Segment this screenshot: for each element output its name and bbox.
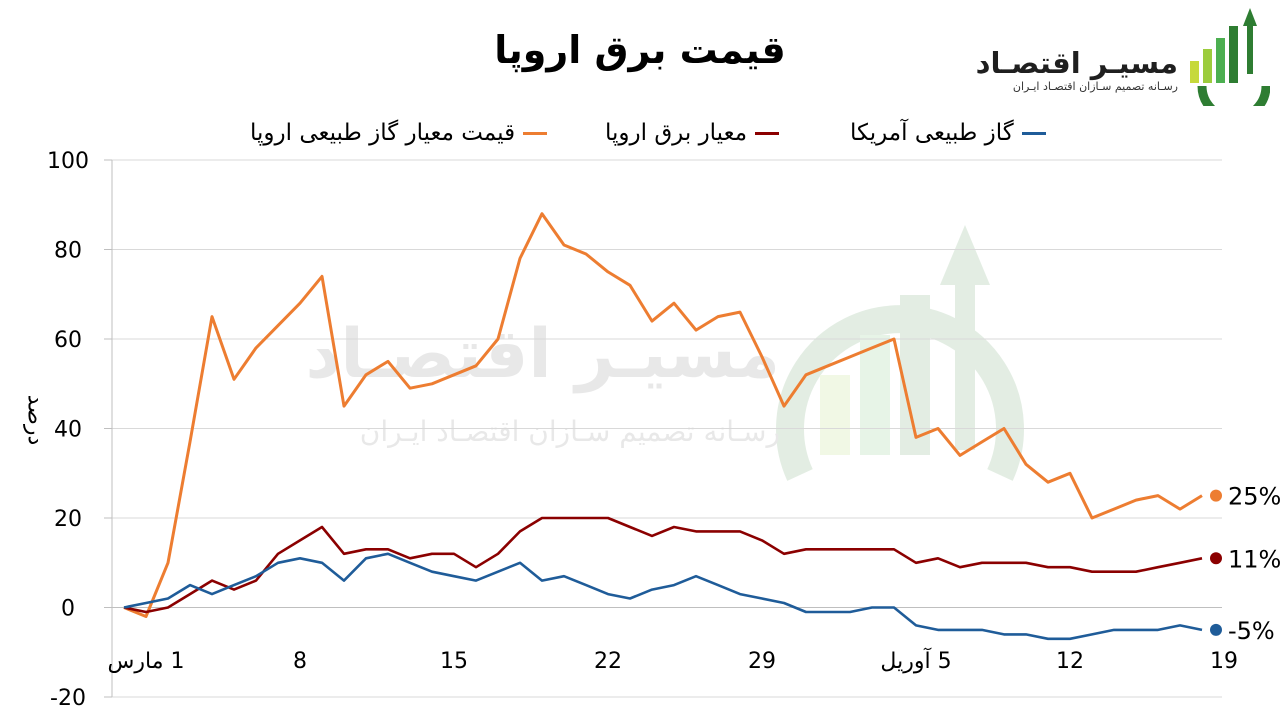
legend-item-eu-power: معیار برق اروپا (605, 118, 780, 148)
x-tick-label: 22 (594, 649, 622, 674)
series-end-marker-1 (1210, 552, 1222, 565)
y-tick-label: -20 (50, 686, 86, 711)
x-tick-label: 29 (748, 649, 776, 674)
legend-label: معیار برق اروپا (605, 120, 748, 146)
series-end-label-0: 25% (1228, 483, 1280, 511)
y-tick-label: 80 (54, 239, 82, 264)
series-end-label-2: -5% (1228, 617, 1275, 645)
x-tick-label: 1 مارس (108, 649, 185, 674)
series-line-2 (123, 552, 1203, 641)
y-tick-label: 60 (54, 328, 82, 353)
x-tick-label: 8 (293, 649, 307, 674)
x-tick-label: 5 آوریل (880, 647, 951, 674)
legend-item-us-gas: گاز طبیعی آمریکا (850, 118, 1046, 148)
series-end-label-1: 11% (1228, 545, 1280, 573)
y-tick-label: 100 (47, 149, 89, 174)
series-line-1 (123, 516, 1203, 614)
chart-legend: قیمت معیار گاز طبیعی اروپا معیار برق ارو… (250, 118, 1070, 148)
series-line-0 (123, 212, 1203, 618)
x-tick-label: 12 (1056, 649, 1084, 674)
brand-logo: مسیـر اقتصـاد رسـانه تصمیم سـازان اقتصـا… (976, 6, 1271, 123)
series-end-marker-0 (1210, 489, 1222, 502)
legend-label: گاز طبیعی آمریکا (850, 120, 1014, 146)
y-tick-label: 40 (54, 418, 82, 443)
legend-swatch (523, 131, 548, 135)
legend-swatch (755, 131, 780, 135)
chart-title: قیمت برق اروپا (494, 28, 786, 72)
y-tick-label: 0 (61, 597, 75, 622)
x-tick-label: 19 (1210, 649, 1238, 674)
series-end-marker-2 (1210, 623, 1222, 636)
y-tick-label: 20 (54, 507, 82, 532)
legend-label: قیمت معیار گاز طبیعی اروپا (250, 120, 516, 146)
legend-swatch (1021, 131, 1046, 135)
logo-tagline: رسـانه تصمیم سـازان اقتصـاد ایـران (1012, 80, 1178, 93)
x-tick-label: 15 (440, 649, 468, 674)
legend-item-eu-gas: قیمت معیار گاز طبیعی اروپا (250, 118, 548, 148)
logo-name: مسیـر اقتصـاد (975, 46, 1178, 80)
